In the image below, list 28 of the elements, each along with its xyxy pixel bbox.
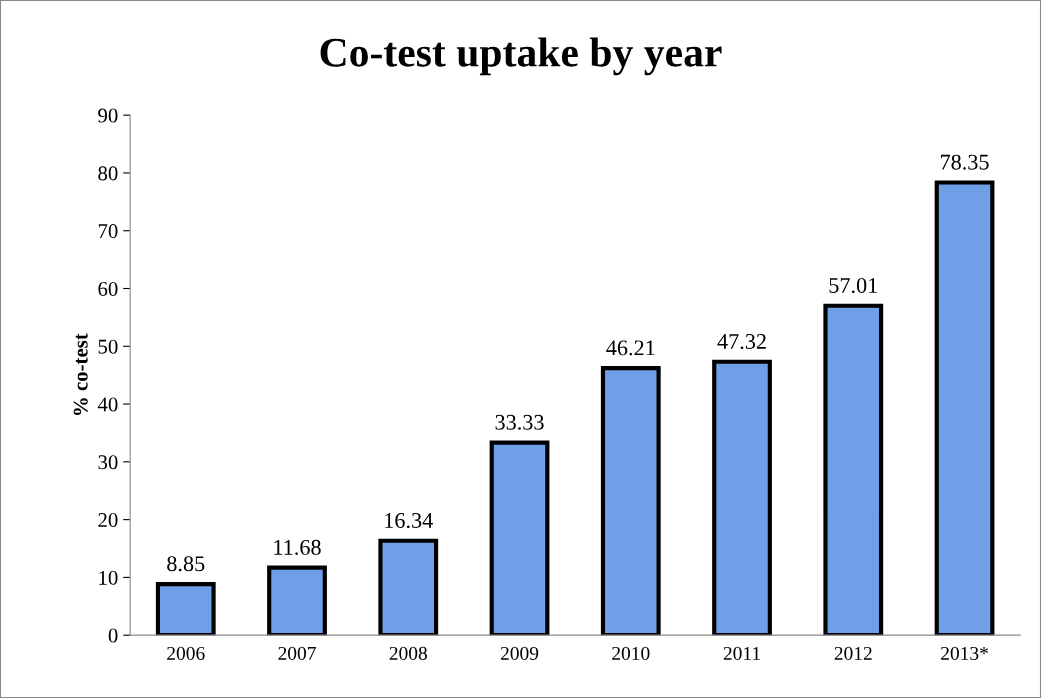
x-tick-label: 2009	[500, 646, 539, 660]
y-tick-label: 70	[98, 224, 118, 239]
x-tick-label: 2012	[834, 646, 872, 660]
y-tick-label: 50	[98, 339, 118, 354]
x-tick-label: 2013*	[941, 646, 988, 660]
data-label: 78.35	[941, 154, 989, 170]
y-tick-label: 90	[98, 108, 118, 123]
x-tick-label: 2011	[723, 646, 760, 660]
data-label: 16.34	[385, 512, 433, 529]
chart-title: Co-test uptake by year	[320, 37, 722, 76]
y-tick-label: 80	[98, 166, 118, 181]
x-tick-label: 2010	[612, 646, 650, 660]
y-tick-label: 60	[98, 281, 118, 296]
x-tick-label: 2006	[167, 646, 205, 660]
x-tick-label: 2008	[389, 646, 427, 660]
y-tick-label: 0	[108, 628, 118, 643]
y-axis-title: % co-test	[73, 333, 88, 415]
y-tick-label: 20	[98, 513, 118, 528]
y-tick-label: 40	[97, 397, 118, 412]
data-label: 11.68	[274, 539, 321, 555]
x-tick-label: 2007	[278, 646, 316, 660]
data-label: 33.33	[495, 414, 544, 430]
data-label: 57.01	[829, 277, 877, 294]
y-tick-label: 30	[98, 455, 118, 470]
data-label: 46.21	[606, 340, 655, 356]
data-label: 8.85	[167, 556, 205, 572]
y-tick-label: 10	[99, 570, 118, 585]
data-label: 47.32	[717, 333, 766, 350]
